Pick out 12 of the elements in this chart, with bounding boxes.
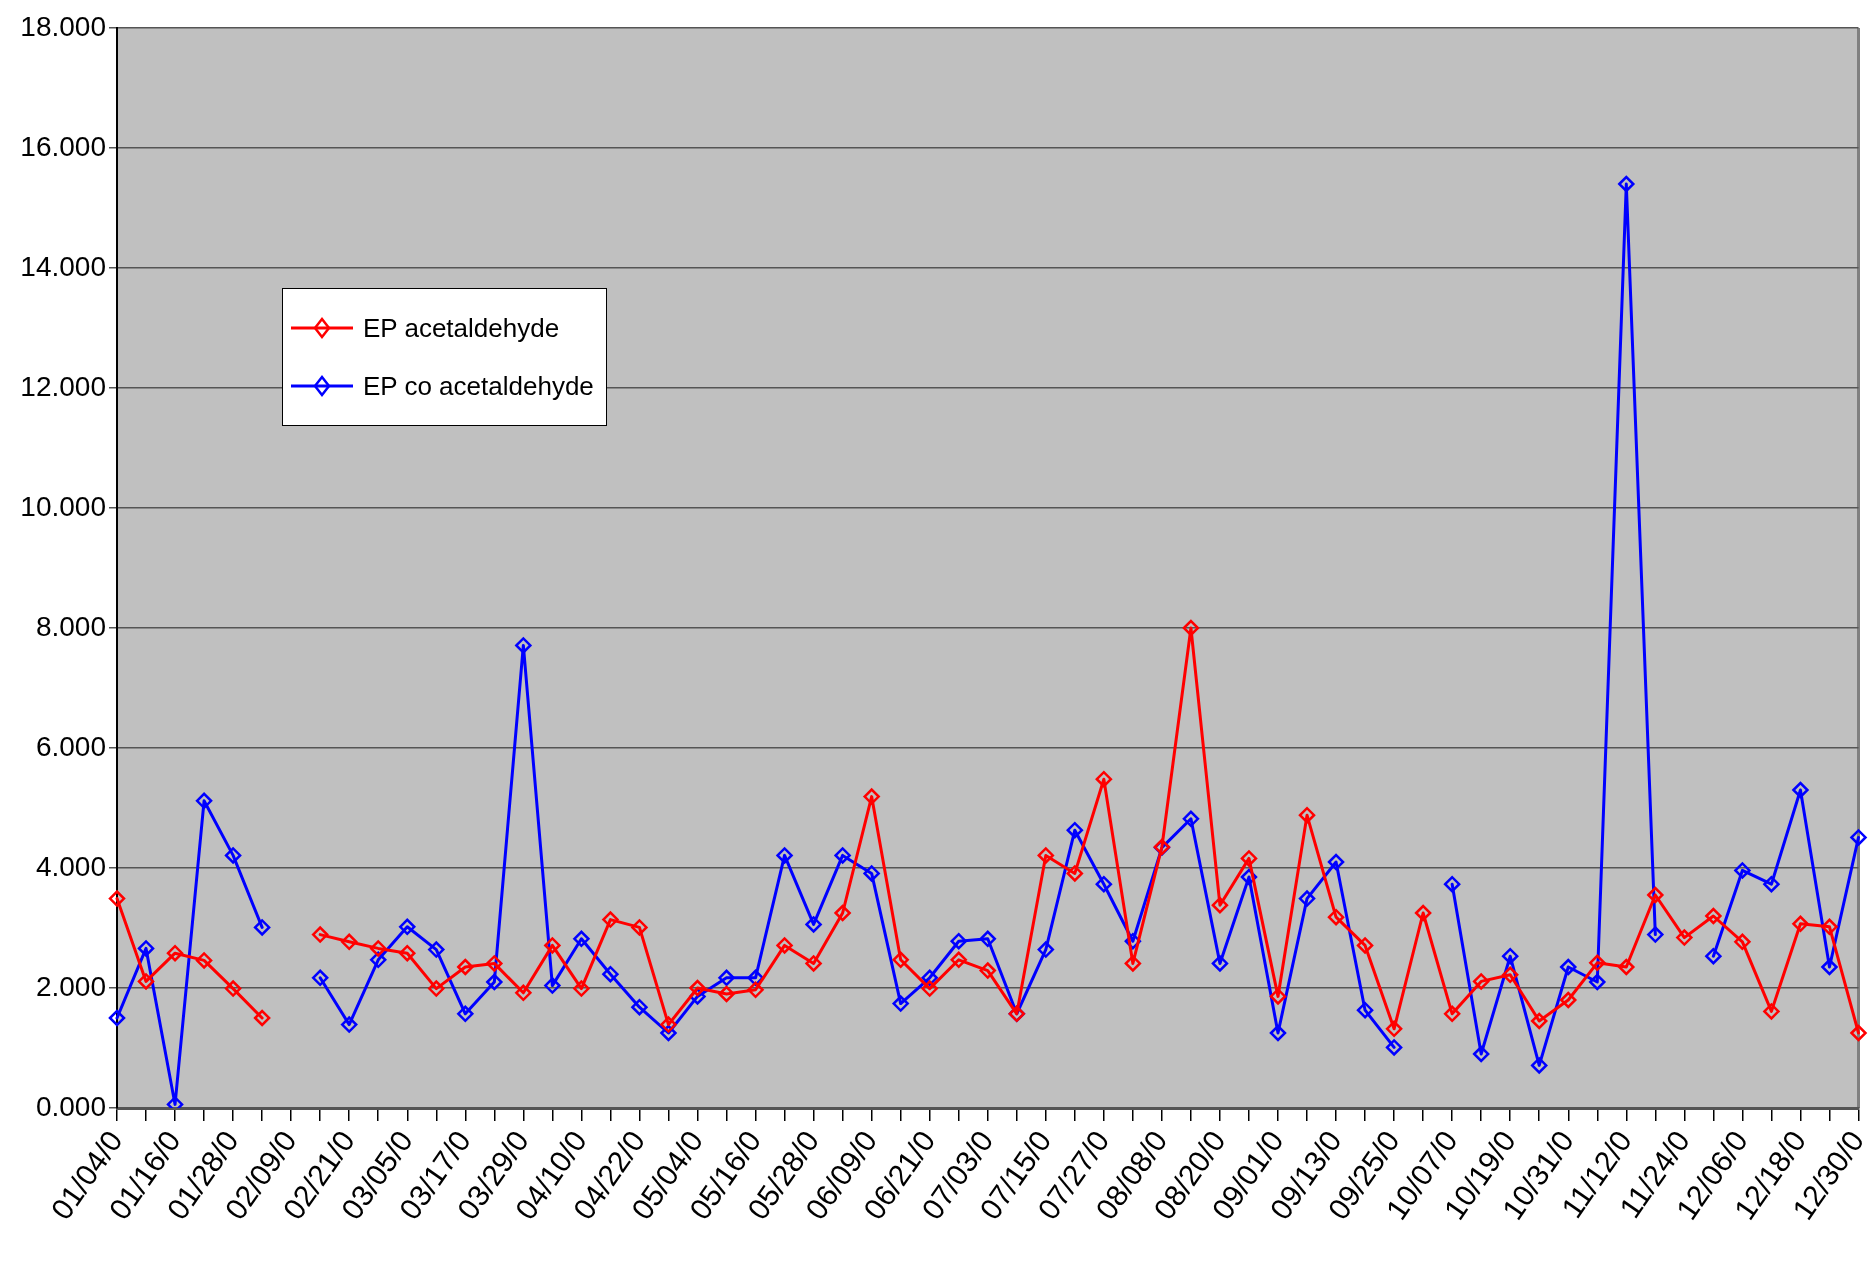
legend-label: EP co acetaldehyde bbox=[363, 370, 594, 402]
y-tick-label: 18.000 bbox=[20, 10, 106, 42]
y-tick-label: 14.000 bbox=[20, 250, 106, 282]
y-tick-label: 10.000 bbox=[20, 490, 106, 522]
y-tick-label: 8.000 bbox=[35, 610, 106, 642]
y-tick-label: 12.000 bbox=[20, 370, 106, 402]
y-tick-label: 0.000 bbox=[35, 1090, 106, 1122]
y-tick-label: 4.000 bbox=[35, 850, 106, 882]
y-tick-label: 6.000 bbox=[35, 730, 106, 762]
y-tick-label: 16.000 bbox=[20, 130, 106, 162]
legend-label: EP acetaldehyde bbox=[363, 312, 560, 344]
y-tick-label: 2.000 bbox=[35, 970, 106, 1002]
